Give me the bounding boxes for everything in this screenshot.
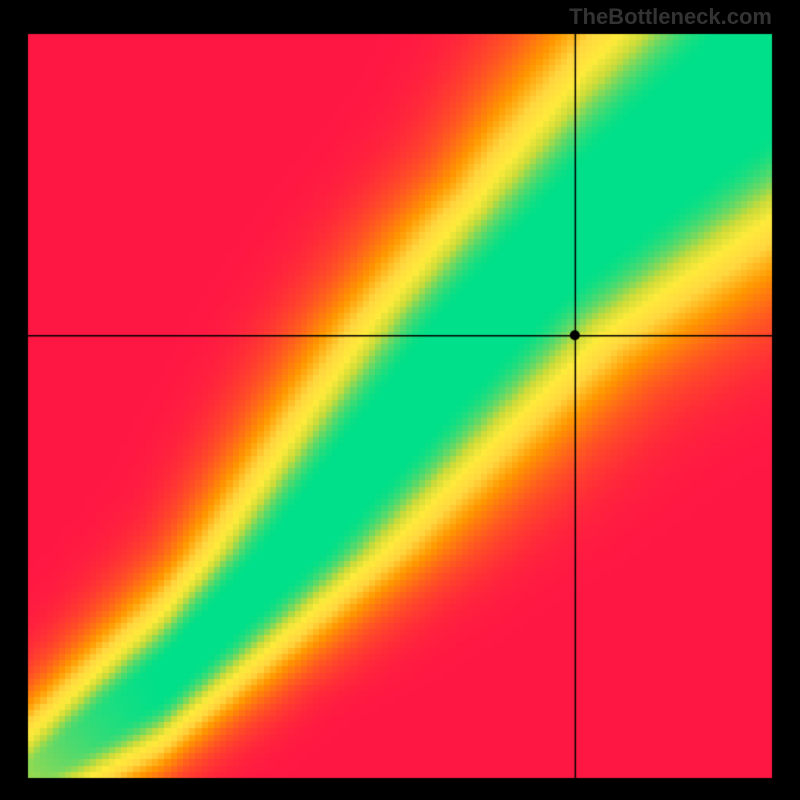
bottleneck-heatmap xyxy=(0,0,800,800)
watermark-text: TheBottleneck.com xyxy=(569,4,772,30)
figure-container: TheBottleneck.com xyxy=(0,0,800,800)
